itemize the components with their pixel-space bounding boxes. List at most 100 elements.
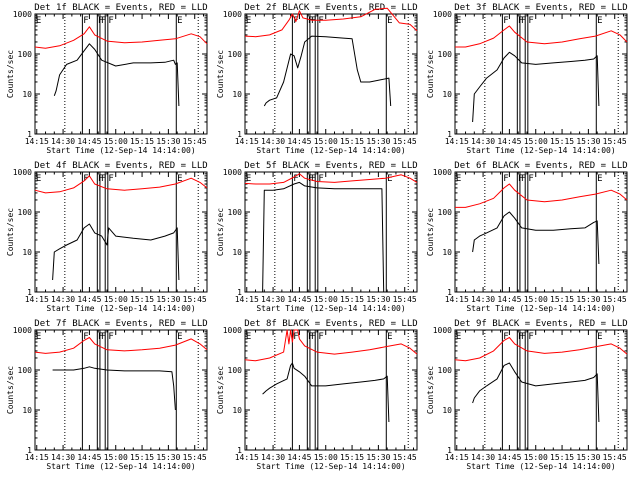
- x-axis-label: Start Time (12-Sep-14 14:14:00): [46, 304, 195, 313]
- x-tick-label: 15:00: [524, 295, 548, 304]
- y-tick-label: 10: [232, 248, 242, 257]
- y-axis-label: Counts/sec: [216, 366, 225, 414]
- x-tick-label: 15:45: [393, 137, 417, 146]
- marker-label: F: [98, 16, 103, 26]
- x-tick-label: 15:45: [603, 137, 627, 146]
- x-tick-label: 15:30: [366, 295, 390, 304]
- x-tick-label: 15:15: [550, 137, 574, 146]
- x-tick-label: 15:00: [314, 295, 338, 304]
- panel-title: Det 1f BLACK = Events, RED = LLD: [34, 3, 207, 13]
- y-tick-label: 1: [27, 130, 32, 139]
- marker-label: E: [177, 332, 182, 342]
- marker-label: F: [318, 16, 323, 26]
- panel-det-3: Det 3f BLACK = Events, RED = LLD 1 10 100 10…: [426, 3, 628, 155]
- x-tick-label: 14:15: [25, 453, 49, 462]
- marker-label: E: [36, 332, 41, 342]
- marker-label: F: [518, 16, 523, 26]
- x-tick-label: 15:00: [524, 453, 548, 462]
- events-series-line: [262, 362, 390, 423]
- y-tick-label: 1000: [223, 10, 242, 19]
- plot-frame: [34, 13, 208, 135]
- y-tick-label: 10: [232, 90, 242, 99]
- y-tick-label: 100: [438, 50, 453, 59]
- y-tick-label: 1000: [13, 168, 32, 177]
- y-tick-label: 1000: [433, 10, 452, 19]
- x-tick-label: 15:45: [183, 453, 207, 462]
- x-tick-label: 14:15: [445, 137, 469, 146]
- plot-frame: [34, 171, 208, 293]
- y-tick-label: 1000: [223, 326, 242, 335]
- marker-label: F: [83, 16, 88, 26]
- y-tick-label: 10: [442, 406, 452, 415]
- y-tick-label: 1000: [13, 326, 32, 335]
- marker-label: E: [456, 332, 461, 342]
- panel-det-8: Det 8f BLACK = Events, RED = LLD 1 10 100 10…: [216, 319, 418, 471]
- marker-label: F: [308, 174, 313, 184]
- x-tick-label: 15:00: [104, 453, 128, 462]
- y-tick-label: 100: [228, 366, 243, 375]
- marker-label: F: [108, 174, 113, 184]
- x-tick-label: 15:30: [156, 295, 180, 304]
- x-tick-label: 14:45: [77, 295, 101, 304]
- y-axis-label: Counts/sec: [426, 50, 435, 98]
- y-tick-label: 10: [22, 406, 32, 415]
- x-tick-label: 14:45: [497, 453, 521, 462]
- x-axis-label: Start Time (12-Sep-14 14:14:00): [256, 304, 405, 313]
- x-tick-label: 15:30: [366, 453, 390, 462]
- events-series-line: [472, 51, 600, 123]
- x-tick-label: 15:30: [576, 137, 600, 146]
- x-tick-label: 15:30: [366, 137, 390, 146]
- y-axis-label: Counts/sec: [6, 50, 15, 98]
- x-tick-label: 14:30: [261, 295, 285, 304]
- marker-label: E: [177, 174, 182, 184]
- panel-det-9: Det 9f BLACK = Events, RED = LLD 1 10 100 10…: [426, 319, 628, 471]
- y-tick-label: 1: [237, 130, 242, 139]
- x-tick-label: 14:45: [77, 137, 101, 146]
- y-tick-label: 100: [18, 366, 33, 375]
- y-tick-label: 1: [27, 446, 32, 455]
- x-tick-label: 15:15: [550, 453, 574, 462]
- panel-det-2: Det 2f BLACK = Events, RED = LLD 1 10 100 10…: [216, 3, 418, 155]
- marker-label: F: [311, 174, 316, 184]
- marker-label: F: [528, 174, 533, 184]
- marker-label: E: [246, 174, 251, 184]
- x-tick-label: 15:45: [393, 295, 417, 304]
- x-tick-label: 14:30: [471, 453, 495, 462]
- marker-label: E: [387, 174, 392, 184]
- panel-det-7: Det 7f BLACK = Events, RED = LLD 1 10 100 10…: [6, 319, 208, 471]
- x-tick-label: 15:45: [603, 295, 627, 304]
- marker-label: F: [293, 174, 298, 184]
- lld-series-line: [244, 173, 418, 185]
- x-tick-label: 15:15: [130, 453, 154, 462]
- x-tick-label: 15:30: [576, 453, 600, 462]
- marker-label: E: [387, 16, 392, 26]
- marker-label: F: [528, 332, 533, 342]
- marker-label: F: [98, 332, 103, 342]
- plot-frame: [244, 13, 418, 135]
- y-tick-label: 1: [237, 446, 242, 455]
- panel-title: Det 4f BLACK = Events, RED = LLD: [34, 161, 207, 171]
- x-axis-label: Start Time (12-Sep-14 14:14:00): [466, 304, 615, 313]
- x-tick-label: 14:30: [261, 137, 285, 146]
- lld-series-line: [454, 337, 628, 362]
- marker-label: F: [503, 174, 508, 184]
- marker-label: E: [36, 174, 41, 184]
- x-tick-label: 15:00: [104, 295, 128, 304]
- x-tick-label: 14:15: [235, 137, 259, 146]
- events-series-line: [52, 223, 180, 281]
- x-tick-label: 14:45: [77, 453, 101, 462]
- x-tick-label: 14:15: [445, 295, 469, 304]
- panel-det-6: Det 6f BLACK = Events, RED = LLD 1 10 100 10…: [426, 161, 628, 313]
- events-series-line: [53, 43, 180, 107]
- plot-frame: [244, 329, 418, 451]
- marker-label: F: [101, 16, 106, 26]
- marker-label: F: [318, 174, 323, 184]
- x-tick-label: 14:45: [497, 137, 521, 146]
- x-tick-label: 15:15: [130, 295, 154, 304]
- x-tick-label: 14:30: [471, 295, 495, 304]
- marker-label: E: [177, 16, 182, 26]
- x-tick-label: 14:30: [51, 453, 75, 462]
- y-axis-label: Counts/sec: [426, 366, 435, 414]
- x-tick-label: 14:30: [471, 137, 495, 146]
